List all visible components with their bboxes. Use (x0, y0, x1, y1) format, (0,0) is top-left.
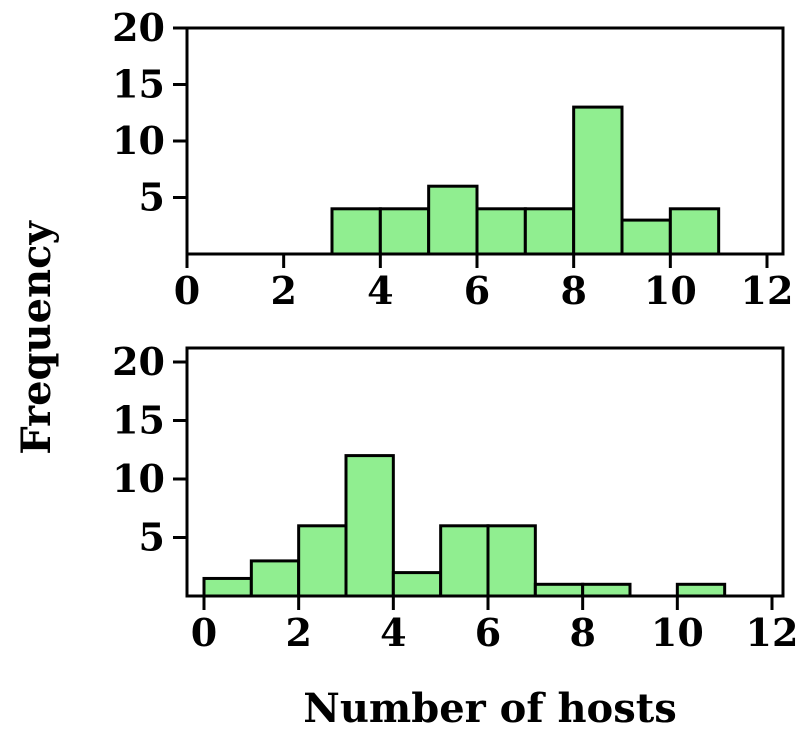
bottom-histogram-bar (675, 582, 727, 598)
bottom-x-tick-label: 4 (380, 610, 406, 655)
top-histogram-bar (572, 105, 624, 256)
top-x-tick-label: 0 (174, 268, 200, 313)
bottom-y-tick-label: 15 (112, 398, 165, 443)
bottom-y-tick-label: 10 (112, 456, 165, 501)
bottom-x-tick-label: 8 (569, 610, 595, 655)
top-x-tick-label: 2 (270, 268, 296, 313)
top-y-tick-label: 10 (112, 118, 165, 163)
bottom-x-tick-label: 12 (746, 610, 799, 655)
bottom-histogram-bar (344, 454, 395, 598)
top-x-tick-label: 4 (367, 268, 393, 313)
top-histogram-bar (475, 207, 527, 256)
bottom-x-tick-label: 10 (651, 610, 704, 655)
top-histogram-bar (330, 207, 382, 256)
bottom-y-tick-label: 20 (112, 339, 165, 384)
y-axis-title: Frequency (13, 220, 60, 455)
bottom-plot-frame (185, 346, 785, 598)
top-x-tick-label: 10 (644, 268, 697, 313)
bottom-x-tick-label: 6 (475, 610, 501, 655)
top-histogram-bar (620, 218, 672, 256)
top-histogram-panel: 0 2 4 6 8 10 12 5 10 15 20 (112, 5, 793, 313)
bottom-x-tick-label: 2 (285, 610, 311, 655)
top-x-tick-label: 8 (560, 268, 586, 313)
top-x-tick-label: 6 (464, 268, 490, 313)
bottom-histogram-bar (202, 576, 253, 598)
top-histogram-bar (378, 207, 431, 256)
top-x-tick-label: 12 (741, 268, 794, 313)
bottom-histogram-bar (297, 524, 348, 598)
bottom-histogram-panel: 0 2 4 6 8 10 12 5 10 15 20 (112, 339, 798, 655)
bottom-histogram-bar (486, 524, 537, 598)
top-y-tick-label: 5 (139, 175, 165, 220)
bottom-histogram-bar (581, 582, 632, 598)
top-histogram-bar (523, 207, 576, 256)
bottom-histogram-bar (391, 571, 443, 598)
bottom-histogram-bar (439, 524, 490, 598)
top-histogram-bar (427, 184, 479, 256)
bottom-y-tick-label: 5 (139, 515, 165, 560)
top-y-tick-label: 20 (112, 5, 165, 50)
x-axis-title: Number of hosts (303, 685, 676, 732)
bottom-histogram-bar (249, 559, 301, 598)
bottom-histogram-bar (533, 582, 585, 598)
top-histogram-bar (668, 207, 721, 256)
bottom-x-tick-label: 0 (191, 610, 217, 655)
top-y-tick-label: 15 (112, 62, 165, 107)
